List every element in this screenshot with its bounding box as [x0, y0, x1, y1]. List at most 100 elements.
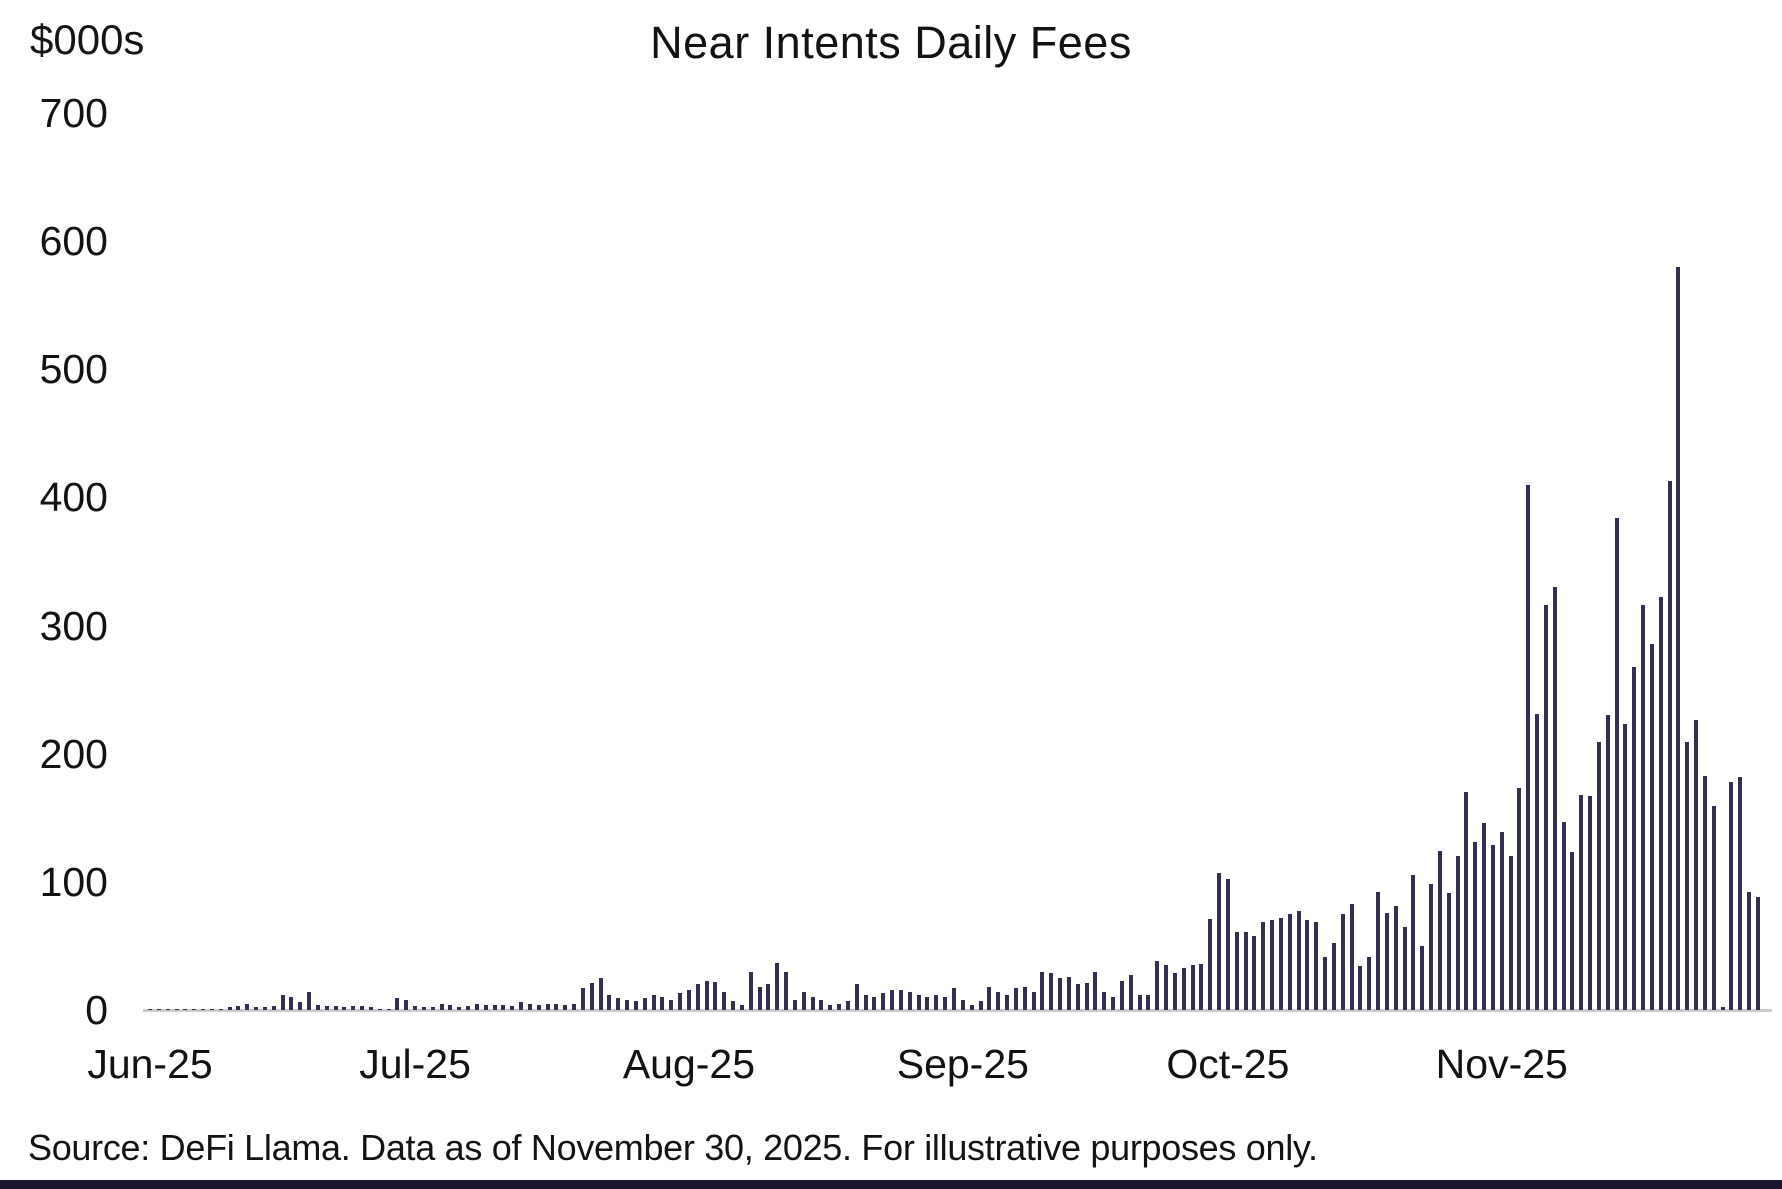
daily-fee-bar — [368, 1007, 373, 1010]
daily-fee-bar — [819, 999, 824, 1010]
daily-fee-bar — [801, 992, 806, 1010]
x-tick-label-oct-25: Oct-25 — [1166, 1041, 1290, 1087]
daily-fee-bar — [837, 1003, 842, 1010]
daily-fee-bar — [1490, 844, 1495, 1010]
daily-fee-bar — [1278, 917, 1283, 1010]
daily-fee-bar — [1270, 920, 1275, 1010]
y-tick-label-700: 700 — [39, 90, 108, 136]
daily-fee-bar — [457, 1007, 462, 1010]
daily-fee-bar — [413, 1006, 418, 1010]
daily-fee-bar — [342, 1007, 347, 1010]
daily-fee-bar — [1658, 597, 1663, 1010]
daily-fee-bar — [1543, 605, 1548, 1010]
y-tick-label-600: 600 — [39, 218, 108, 265]
daily-fee-bar — [607, 994, 612, 1010]
daily-fee-bar — [1225, 879, 1230, 1010]
daily-fee-bar — [890, 989, 895, 1010]
daily-fee-bar — [943, 997, 948, 1010]
daily-fee-bar — [192, 1008, 197, 1010]
daily-fee-bar — [598, 977, 603, 1010]
daily-fee-bar — [1217, 872, 1222, 1010]
daily-fee-bar — [713, 981, 718, 1010]
daily-fee-bar — [483, 1004, 488, 1010]
daily-fee-bar — [245, 1003, 250, 1010]
daily-fee-bar — [174, 1009, 179, 1010]
daily-fee-bar — [739, 1004, 744, 1010]
daily-fee-bar — [1128, 975, 1133, 1010]
daily-fee-bar — [466, 1006, 471, 1010]
daily-fee-bar — [1349, 903, 1354, 1010]
daily-fee-bar — [916, 994, 921, 1010]
x-tick-label-jun-25: Jun-25 — [87, 1041, 213, 1087]
daily-fee-bar — [757, 986, 762, 1010]
daily-fee-bar — [1358, 966, 1363, 1010]
daily-fee-bar — [1119, 980, 1124, 1010]
daily-fee-bar — [448, 1004, 453, 1010]
daily-fee-bar — [969, 1004, 974, 1010]
y-tick-label-200: 200 — [39, 730, 108, 777]
daily-fee-bar — [218, 1008, 223, 1010]
daily-fee-bar — [289, 997, 294, 1010]
daily-fee-bar — [1049, 972, 1054, 1010]
daily-fee-bar — [527, 1003, 532, 1010]
daily-fee-bar — [1482, 822, 1487, 1010]
daily-fee-bar — [1058, 977, 1063, 1010]
daily-fee-bar — [828, 1004, 833, 1010]
daily-fee-bar — [324, 1006, 329, 1010]
daily-fee-bar — [686, 989, 691, 1010]
daily-fee-bar — [925, 997, 930, 1010]
daily-fee-bar — [1031, 992, 1036, 1010]
daily-fee-bar — [1305, 920, 1310, 1010]
daily-fee-bar — [589, 983, 594, 1010]
daily-fee-bar — [1376, 892, 1381, 1010]
daily-fee-bar — [695, 984, 700, 1010]
daily-fee-bar — [1243, 931, 1248, 1010]
daily-fee-bar — [360, 1006, 365, 1010]
daily-fee-bar — [1747, 892, 1752, 1010]
daily-fee-bar — [209, 1008, 214, 1010]
x-tick-label-nov-25: Nov-25 — [1435, 1041, 1568, 1087]
daily-fee-bar — [1367, 957, 1372, 1010]
daily-fee-bar — [1340, 913, 1345, 1010]
daily-fee-bar — [1102, 992, 1107, 1010]
daily-fee-bar — [1013, 988, 1018, 1010]
daily-fee-bar — [1323, 957, 1328, 1010]
daily-fee-bar — [1508, 856, 1513, 1010]
y-axis-units-label: $000s — [30, 16, 145, 63]
y-tick-label-0: 0 — [85, 987, 108, 1033]
daily-fee-bar — [1172, 972, 1177, 1010]
daily-fee-bar — [156, 1009, 161, 1010]
daily-fee-bar — [271, 1006, 276, 1010]
daily-fee-bar — [952, 988, 956, 1010]
daily-fee-bar — [678, 993, 683, 1010]
daily-fee-bar — [395, 998, 400, 1010]
daily-fee-bar — [1641, 605, 1646, 1010]
daily-fee-bar — [1517, 788, 1522, 1010]
daily-fee-bar — [262, 1007, 267, 1010]
daily-fee-bar — [775, 962, 780, 1010]
daily-fee-bar — [1384, 912, 1389, 1010]
daily-fee-bar — [510, 1006, 515, 1010]
daily-fee-bar — [1446, 893, 1451, 1010]
daily-fee-bar — [845, 1001, 850, 1010]
daily-fee-bar — [1181, 967, 1186, 1010]
daily-fee-bar — [545, 1003, 550, 1010]
daily-fee-bar — [996, 992, 1001, 1010]
daily-fee-bar — [881, 993, 886, 1010]
daily-fee-bar — [1711, 806, 1716, 1010]
daily-fee-bar — [1199, 963, 1204, 1010]
daily-fee-bar — [1702, 775, 1707, 1010]
x-tick-label-jul-25: Jul-25 — [359, 1041, 471, 1087]
daily-fee-bar — [1499, 831, 1504, 1010]
daily-fee-bar — [1093, 971, 1098, 1010]
daily-fee-bar — [492, 1004, 497, 1010]
daily-fee-bar — [1208, 919, 1213, 1010]
daily-fee-bar — [810, 997, 815, 1010]
daily-fee-bar — [307, 992, 312, 1010]
daily-fee-bar — [554, 1003, 559, 1010]
daily-fee-bar — [854, 984, 859, 1010]
daily-fee-bar — [254, 1007, 259, 1010]
daily-fee-bar — [1455, 856, 1460, 1010]
daily-fee-bar — [1402, 926, 1407, 1010]
